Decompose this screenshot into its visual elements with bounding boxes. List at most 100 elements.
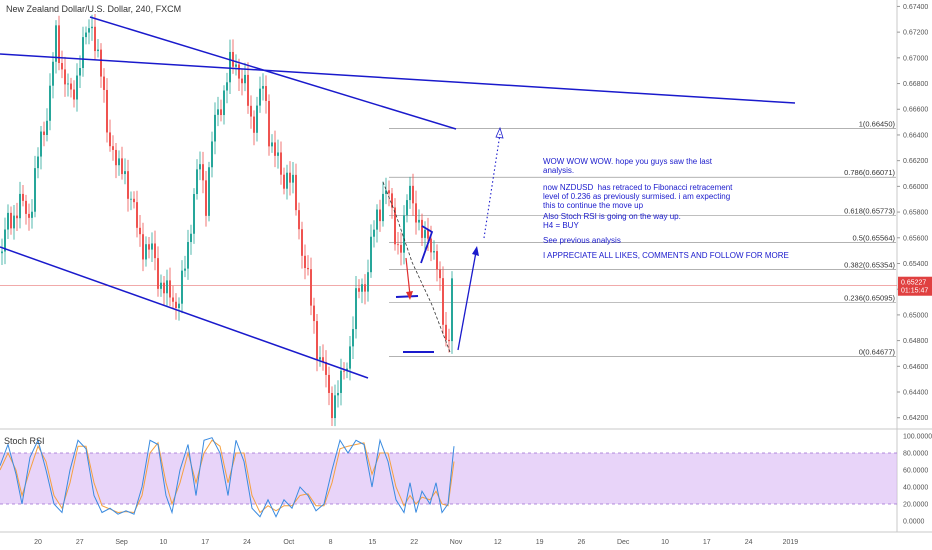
candle-body — [199, 164, 201, 170]
candle-body — [352, 329, 354, 347]
candle-body — [406, 200, 408, 216]
annotation-line-5: I APPRECIATE ALL LIKES, COMMENTS AND FOL… — [543, 251, 789, 260]
price-tick-label: 0.64200 — [903, 415, 928, 422]
candle-body — [445, 324, 447, 340]
candle-body — [163, 282, 165, 294]
candle-body — [145, 244, 147, 260]
candle-body — [355, 288, 357, 330]
candle-body — [211, 141, 213, 168]
stoch-tick-label: 80.0000 — [903, 451, 928, 458]
time-tick-label: 20 — [34, 539, 42, 546]
candle-body — [433, 251, 435, 253]
candle-body — [289, 172, 291, 183]
price-tick-label: 0.67000 — [903, 55, 928, 62]
candle-body — [310, 269, 312, 306]
candle-body — [187, 242, 189, 269]
candle-body — [202, 164, 204, 181]
candle-body — [412, 185, 414, 204]
candle-body — [70, 83, 72, 90]
price-tick-label: 0.66000 — [903, 184, 928, 191]
red-arrow-line — [405, 257, 411, 296]
candle-body — [376, 209, 378, 230]
candle-body — [37, 156, 39, 169]
support-marker-upper — [395, 295, 419, 298]
candle-body — [280, 152, 282, 175]
candle-body — [1, 251, 3, 254]
candle-body — [55, 25, 57, 62]
candle-body — [430, 238, 432, 253]
fib-level-label: 0.382(0.65354) — [844, 260, 895, 269]
candle-body — [388, 190, 390, 194]
stoch-tick-label: 100.0000 — [903, 434, 932, 441]
candle-body — [178, 303, 180, 309]
candle-body — [79, 68, 81, 76]
price-tick-label: 0.64600 — [903, 364, 928, 371]
candle-body — [7, 212, 9, 230]
candle-body — [247, 74, 249, 106]
candle-body — [52, 61, 54, 86]
candle-body — [100, 49, 102, 77]
candle-body — [238, 64, 240, 79]
annotation-line-2: now NZDUSD has retraced to Fibonacci ret… — [543, 183, 733, 210]
price-tick-label: 0.65400 — [903, 261, 928, 268]
candle-body — [286, 172, 288, 189]
current-price-badge — [898, 276, 932, 296]
candle-body — [337, 392, 339, 396]
candle-body — [304, 255, 306, 268]
candle-body — [67, 83, 69, 85]
candle-body — [22, 193, 24, 201]
candle-body — [223, 90, 225, 116]
candle-body — [16, 215, 18, 219]
candle-body — [43, 131, 45, 135]
candle-body — [232, 51, 234, 67]
candle-body — [340, 370, 342, 393]
time-tick-label: 19 — [536, 539, 544, 546]
target-arrow-head — [495, 126, 504, 139]
candle-body — [136, 202, 138, 228]
candle-body — [139, 227, 141, 235]
annotation-line-3: Also Stoch RSI is going on the way up. H… — [543, 212, 681, 230]
candle-body — [58, 25, 60, 64]
candle-body — [367, 272, 369, 292]
grid — [0, 0, 932, 533]
candle-body — [49, 85, 51, 121]
fib-level-label: 0.786(0.66071) — [844, 168, 895, 177]
stoch-lines — [0, 437, 897, 518]
pattern-marker — [420, 225, 434, 264]
candle-body — [154, 243, 156, 259]
candle-body — [13, 215, 15, 229]
candle-body — [427, 229, 429, 239]
candle-body — [277, 152, 279, 156]
candle-body — [283, 174, 285, 189]
candle-body — [397, 244, 399, 246]
descending-trendline — [89, 16, 457, 130]
candle-body — [250, 105, 252, 117]
candle-body — [217, 109, 219, 115]
candle-body — [112, 146, 114, 150]
candle-body — [31, 211, 33, 218]
candle-body — [262, 86, 264, 89]
price-tick-label: 0.64800 — [903, 338, 928, 345]
time-tick-label: Oct — [283, 539, 294, 546]
candle-body — [148, 244, 150, 250]
symbol-title: New Zealand Dollar/U.S. Dollar, 240, FXC… — [6, 4, 182, 14]
candle-body — [271, 142, 273, 147]
candle-body — [103, 76, 105, 90]
stoch-tick-label: 0.0000 — [903, 519, 925, 526]
fib-level-label: 1(0.66450) — [859, 120, 896, 129]
stoch-title: Stoch RSI — [4, 436, 45, 446]
red-arrow-head — [406, 291, 413, 300]
candle-body — [160, 282, 162, 289]
candle-body — [373, 229, 375, 237]
candle-body — [97, 49, 99, 52]
time-tick-label: Nov — [450, 539, 463, 546]
candle-body — [121, 158, 123, 175]
candle-body — [130, 198, 132, 200]
candle-body — [364, 284, 366, 292]
candles — [1, 14, 453, 427]
candle-body — [76, 75, 78, 100]
candle-body — [184, 268, 186, 271]
candle-body — [106, 89, 108, 133]
annotation-line-4: See previous analysis — [543, 236, 621, 245]
